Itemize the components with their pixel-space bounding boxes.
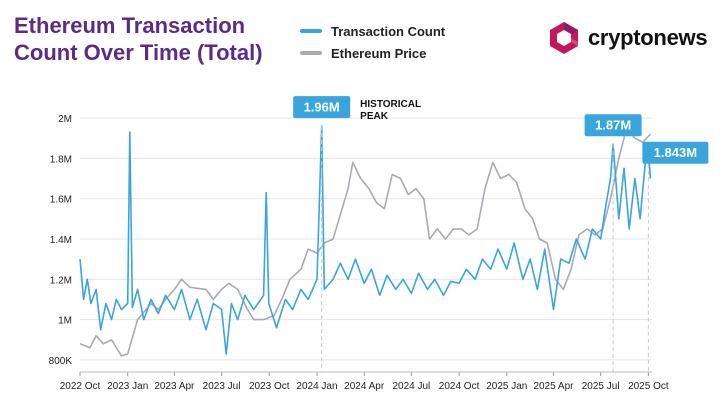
- brand-name: cryptonews: [588, 25, 708, 50]
- x-tick-label: 2023 Oct: [249, 381, 290, 392]
- x-tick-label: 2024 Jul: [392, 381, 430, 392]
- y-tick-label: 1.8M: [50, 154, 72, 165]
- historical-peak-note-line2: PEAK: [360, 111, 389, 122]
- chart-legend: Transaction Count Ethereum Price: [300, 20, 445, 64]
- x-tick-label: 2024 Jan: [296, 381, 337, 392]
- brand-logo: cryptonews: [546, 20, 708, 56]
- x-tick-label: 2024 Oct: [439, 381, 480, 392]
- annotation-callout-label: 1.843M: [654, 145, 697, 160]
- legend-item-transaction-count: Transaction Count: [300, 20, 445, 42]
- series-layer: [79, 125, 652, 357]
- legend-item-ethereum-price: Ethereum Price: [300, 42, 445, 64]
- grid-layer: [80, 117, 652, 361]
- y-tick-label: 1.4M: [50, 235, 72, 246]
- y-tick-label: 1.2M: [50, 275, 72, 286]
- x-tick-label: 2024 Apr: [344, 381, 385, 392]
- x-tick-label: 2025 Apr: [533, 381, 574, 392]
- annotation-callout-label: 1.96M: [304, 100, 340, 115]
- x-tick-label: 2023 Apr: [154, 381, 195, 392]
- x-tick-label: 2025 Jan: [486, 381, 527, 392]
- x-tick-label: 2022 Oct: [60, 381, 101, 392]
- annotation-callout-label: 1.87M: [595, 118, 631, 133]
- legend-swatch-ethereum-price: [300, 51, 322, 55]
- series-line-ethereum-price: [79, 127, 651, 357]
- x-tick-label: 2023 Jan: [107, 381, 148, 392]
- annotation-callout-box: [584, 114, 642, 137]
- annotation-callout-box: [642, 141, 709, 164]
- historical-peak-note-line1: HISTORICAL: [360, 99, 421, 110]
- y-tick-label: 1M: [58, 316, 72, 327]
- legend-label-transaction-count: Transaction Count: [331, 23, 446, 39]
- chart-title: Ethereum Transaction Count Over Time (To…: [14, 13, 263, 65]
- cryptonews-logo-icon: [550, 22, 578, 54]
- series-line-transaction-count: [79, 125, 652, 355]
- legend-swatch-transaction-count: [300, 29, 322, 33]
- x-tick-label: 2025 Jul: [582, 381, 620, 392]
- y-tick-label: 1.6M: [50, 195, 72, 206]
- y-tick-label: 800K: [49, 356, 73, 367]
- legend-label-ethereum-price: Ethereum Price: [331, 45, 427, 61]
- annotation-callout-box: [293, 96, 351, 119]
- axis-layer: 800K 1M 1.2M 1.4M 1.6M 1.8M 2M 2022 Oct 2023 Jan…: [49, 114, 669, 392]
- y-tick-label: 2M: [58, 114, 72, 125]
- x-tick-label: 2025 Oct: [628, 381, 669, 392]
- x-tick-label: 2023 Jul: [203, 381, 241, 392]
